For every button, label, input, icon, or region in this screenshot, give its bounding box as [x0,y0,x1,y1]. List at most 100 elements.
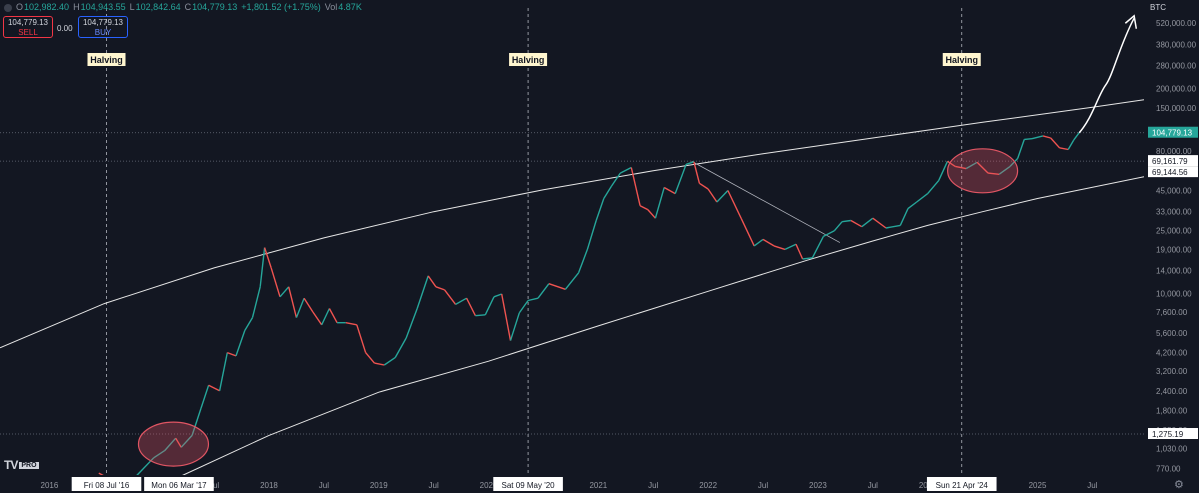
price-segment [475,314,486,317]
price-segment [259,247,266,287]
price-segment [200,385,210,409]
halving-date-label-box [493,477,563,491]
price-segment [1024,138,1033,141]
price-segment [850,219,863,228]
symbol-icon [4,3,12,12]
price-segment [564,272,580,290]
price-segment [762,238,775,247]
price-segment [295,297,305,318]
halving-label-box [509,53,548,66]
price-series [98,132,1080,484]
price-segment [811,236,825,259]
price-label-box [1148,155,1198,167]
change-value: +1,801.52 (+1.75%) [241,2,321,12]
price-label-box [1148,166,1198,178]
price-segment [586,220,597,250]
channel-lines [0,99,1145,477]
price-segment [1042,135,1051,139]
settings-gear-icon[interactable]: ⚙ [1174,479,1184,491]
price-segment [444,289,457,305]
price-segment [263,247,272,269]
halving-date-label: Sat 09 May '20 [502,481,556,490]
price-segment [740,217,755,247]
arrowhead [1124,14,1138,29]
price-segment [630,167,641,206]
price-tick-label: 1,030.00 [1156,445,1188,454]
price-segment [164,437,177,452]
time-tick-label: Jul [319,481,329,490]
price-segment [153,450,166,459]
price-segment [191,408,202,436]
price-segment [1067,139,1075,150]
time-tick-label: 2025 [1029,481,1047,490]
time-axis: 2016 Jul 2018 Jul 2019 Jul 2020 2021 Jul 2022 Jul 2… [0,475,1144,493]
price-tick-label: 25,000.00 [1156,227,1192,236]
price-segment [1050,137,1061,149]
buy-price: 104,779.13 [82,18,124,27]
time-tick-label: Jul [868,481,878,490]
price-axis-bg [1144,0,1199,493]
price-tick-label: 280,000.00 [1156,62,1197,71]
price-segment [842,219,851,223]
price-tick-label: 380,000.00 [1156,41,1197,50]
price-tick-label: 33,000.00 [1156,208,1192,217]
price-segment [693,161,701,184]
time-tick-label: Jul [758,481,768,490]
cursor-date-label-box [144,477,214,491]
time-tick-label: 2018 [260,481,278,490]
price-segment [998,165,1011,175]
price-segment [603,185,613,199]
pro-badge: PRO [19,462,39,470]
price-segment [244,317,254,331]
price-segment [663,186,676,195]
open-value: 102,982.40 [24,2,70,12]
h-label: H [73,2,80,12]
volume-value: 4.87K [338,2,362,12]
price-axis: BTC 520,000.00 380,000.00 280,000.00 200,000… [1144,0,1199,493]
price-tick-label: 1,800.00 [1156,406,1188,415]
price-segment [619,166,632,174]
price-tick-label: 200,000.00 [1156,85,1197,94]
price-segment [537,283,550,299]
annotations [137,14,1138,467]
price-segment [927,180,940,195]
price-segment [218,352,228,391]
price-segment [1017,139,1025,159]
time-tick-label: 2019 [370,481,388,490]
time-tick-label: Jul [429,481,439,490]
price-segment [312,311,323,326]
time-tick-label: 2023 [809,481,827,490]
time-axis-bg [0,475,1144,493]
price-segment [938,161,949,181]
price-segment [885,224,901,229]
price-segment [328,308,338,324]
halving-date-label: Fri 08 Jul '16 [84,481,130,490]
price-segment [394,337,407,358]
price-segment [518,300,529,314]
price-segment [484,296,495,316]
halving-date-label-box [71,477,142,491]
time-tick-label: 2016 [41,481,59,490]
halving-label-box [942,53,981,66]
price-segment [647,209,656,219]
time-tick-label: 2021 [589,481,607,490]
cursor-date-label: Mon 06 Mar '17 [151,481,207,490]
sell-label: SELL [18,28,38,37]
low-value: 102,842.64 [135,2,181,12]
price-segment [610,172,621,187]
sell-button[interactable]: 104,779.13 SELL [3,16,53,38]
high-value: 104,943.55 [80,2,126,12]
price-segment [1059,147,1069,151]
highlight-circle-2024 [947,148,1019,194]
upper-channel-line [0,99,1145,349]
trendline [691,160,841,243]
price-segment [501,293,512,341]
time-tick-label: Jul [648,481,658,490]
vol-label: Vol [324,2,338,12]
price-segment [965,161,978,170]
buy-button[interactable]: 104,779.13 BUY [78,16,128,38]
price-segment [405,308,418,339]
price-segment [251,286,261,318]
time-tick-label: Jul [209,481,219,490]
